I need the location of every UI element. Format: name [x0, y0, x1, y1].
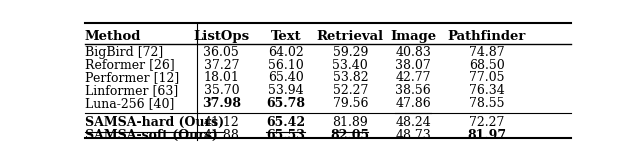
Text: Image: Image — [390, 30, 436, 43]
Text: 53.40: 53.40 — [332, 59, 368, 72]
Text: BigBird [72]: BigBird [72] — [85, 46, 163, 59]
Text: 59.29: 59.29 — [333, 46, 368, 59]
Text: 37.27: 37.27 — [204, 59, 239, 72]
Text: 38.56: 38.56 — [396, 84, 431, 97]
Text: 36.05: 36.05 — [204, 46, 239, 59]
Text: 65.53: 65.53 — [266, 129, 305, 142]
Text: 72.27: 72.27 — [469, 116, 504, 129]
Text: 68.50: 68.50 — [469, 59, 504, 72]
Text: 37.98: 37.98 — [202, 97, 241, 110]
Text: 65.40: 65.40 — [268, 71, 304, 85]
Text: 77.05: 77.05 — [469, 71, 504, 85]
Text: SAMSA-soft (Ours): SAMSA-soft (Ours) — [85, 129, 218, 142]
Text: 35.70: 35.70 — [204, 84, 239, 97]
Text: 40.83: 40.83 — [396, 46, 431, 59]
Text: 41.88: 41.88 — [204, 129, 239, 142]
Text: 79.56: 79.56 — [333, 97, 368, 110]
Text: Retrieval: Retrieval — [317, 30, 384, 43]
Text: Text: Text — [271, 30, 301, 43]
Text: 52.27: 52.27 — [333, 84, 368, 97]
Text: 48.73: 48.73 — [396, 129, 431, 142]
Text: Reformer [26]: Reformer [26] — [85, 59, 175, 72]
Text: 74.87: 74.87 — [469, 46, 504, 59]
Text: 81.89: 81.89 — [332, 116, 368, 129]
Text: 64.02: 64.02 — [268, 46, 304, 59]
Text: ListOps: ListOps — [193, 30, 250, 43]
Text: 78.55: 78.55 — [469, 97, 504, 110]
Text: 53.94: 53.94 — [268, 84, 303, 97]
Text: 65.42: 65.42 — [266, 116, 305, 129]
Text: 82.05: 82.05 — [331, 129, 370, 142]
Text: Method: Method — [85, 30, 141, 43]
Text: SAMSA-hard (Ours): SAMSA-hard (Ours) — [85, 116, 224, 129]
Text: 42.77: 42.77 — [396, 71, 431, 85]
Text: Luna-256 [40]: Luna-256 [40] — [85, 97, 174, 110]
Text: 47.86: 47.86 — [396, 97, 431, 110]
Text: Performer [12]: Performer [12] — [85, 71, 179, 85]
Text: 56.10: 56.10 — [268, 59, 304, 72]
Text: Pathfinder: Pathfinder — [447, 30, 526, 43]
Text: 76.34: 76.34 — [469, 84, 504, 97]
Text: 38.07: 38.07 — [396, 59, 431, 72]
Text: 65.78: 65.78 — [266, 97, 305, 110]
Text: 18.01: 18.01 — [204, 71, 239, 85]
Text: Linformer [63]: Linformer [63] — [85, 84, 178, 97]
Text: 81.97: 81.97 — [467, 129, 506, 142]
Text: 48.24: 48.24 — [396, 116, 431, 129]
Text: 41.12: 41.12 — [204, 116, 239, 129]
Text: 53.82: 53.82 — [333, 71, 368, 85]
